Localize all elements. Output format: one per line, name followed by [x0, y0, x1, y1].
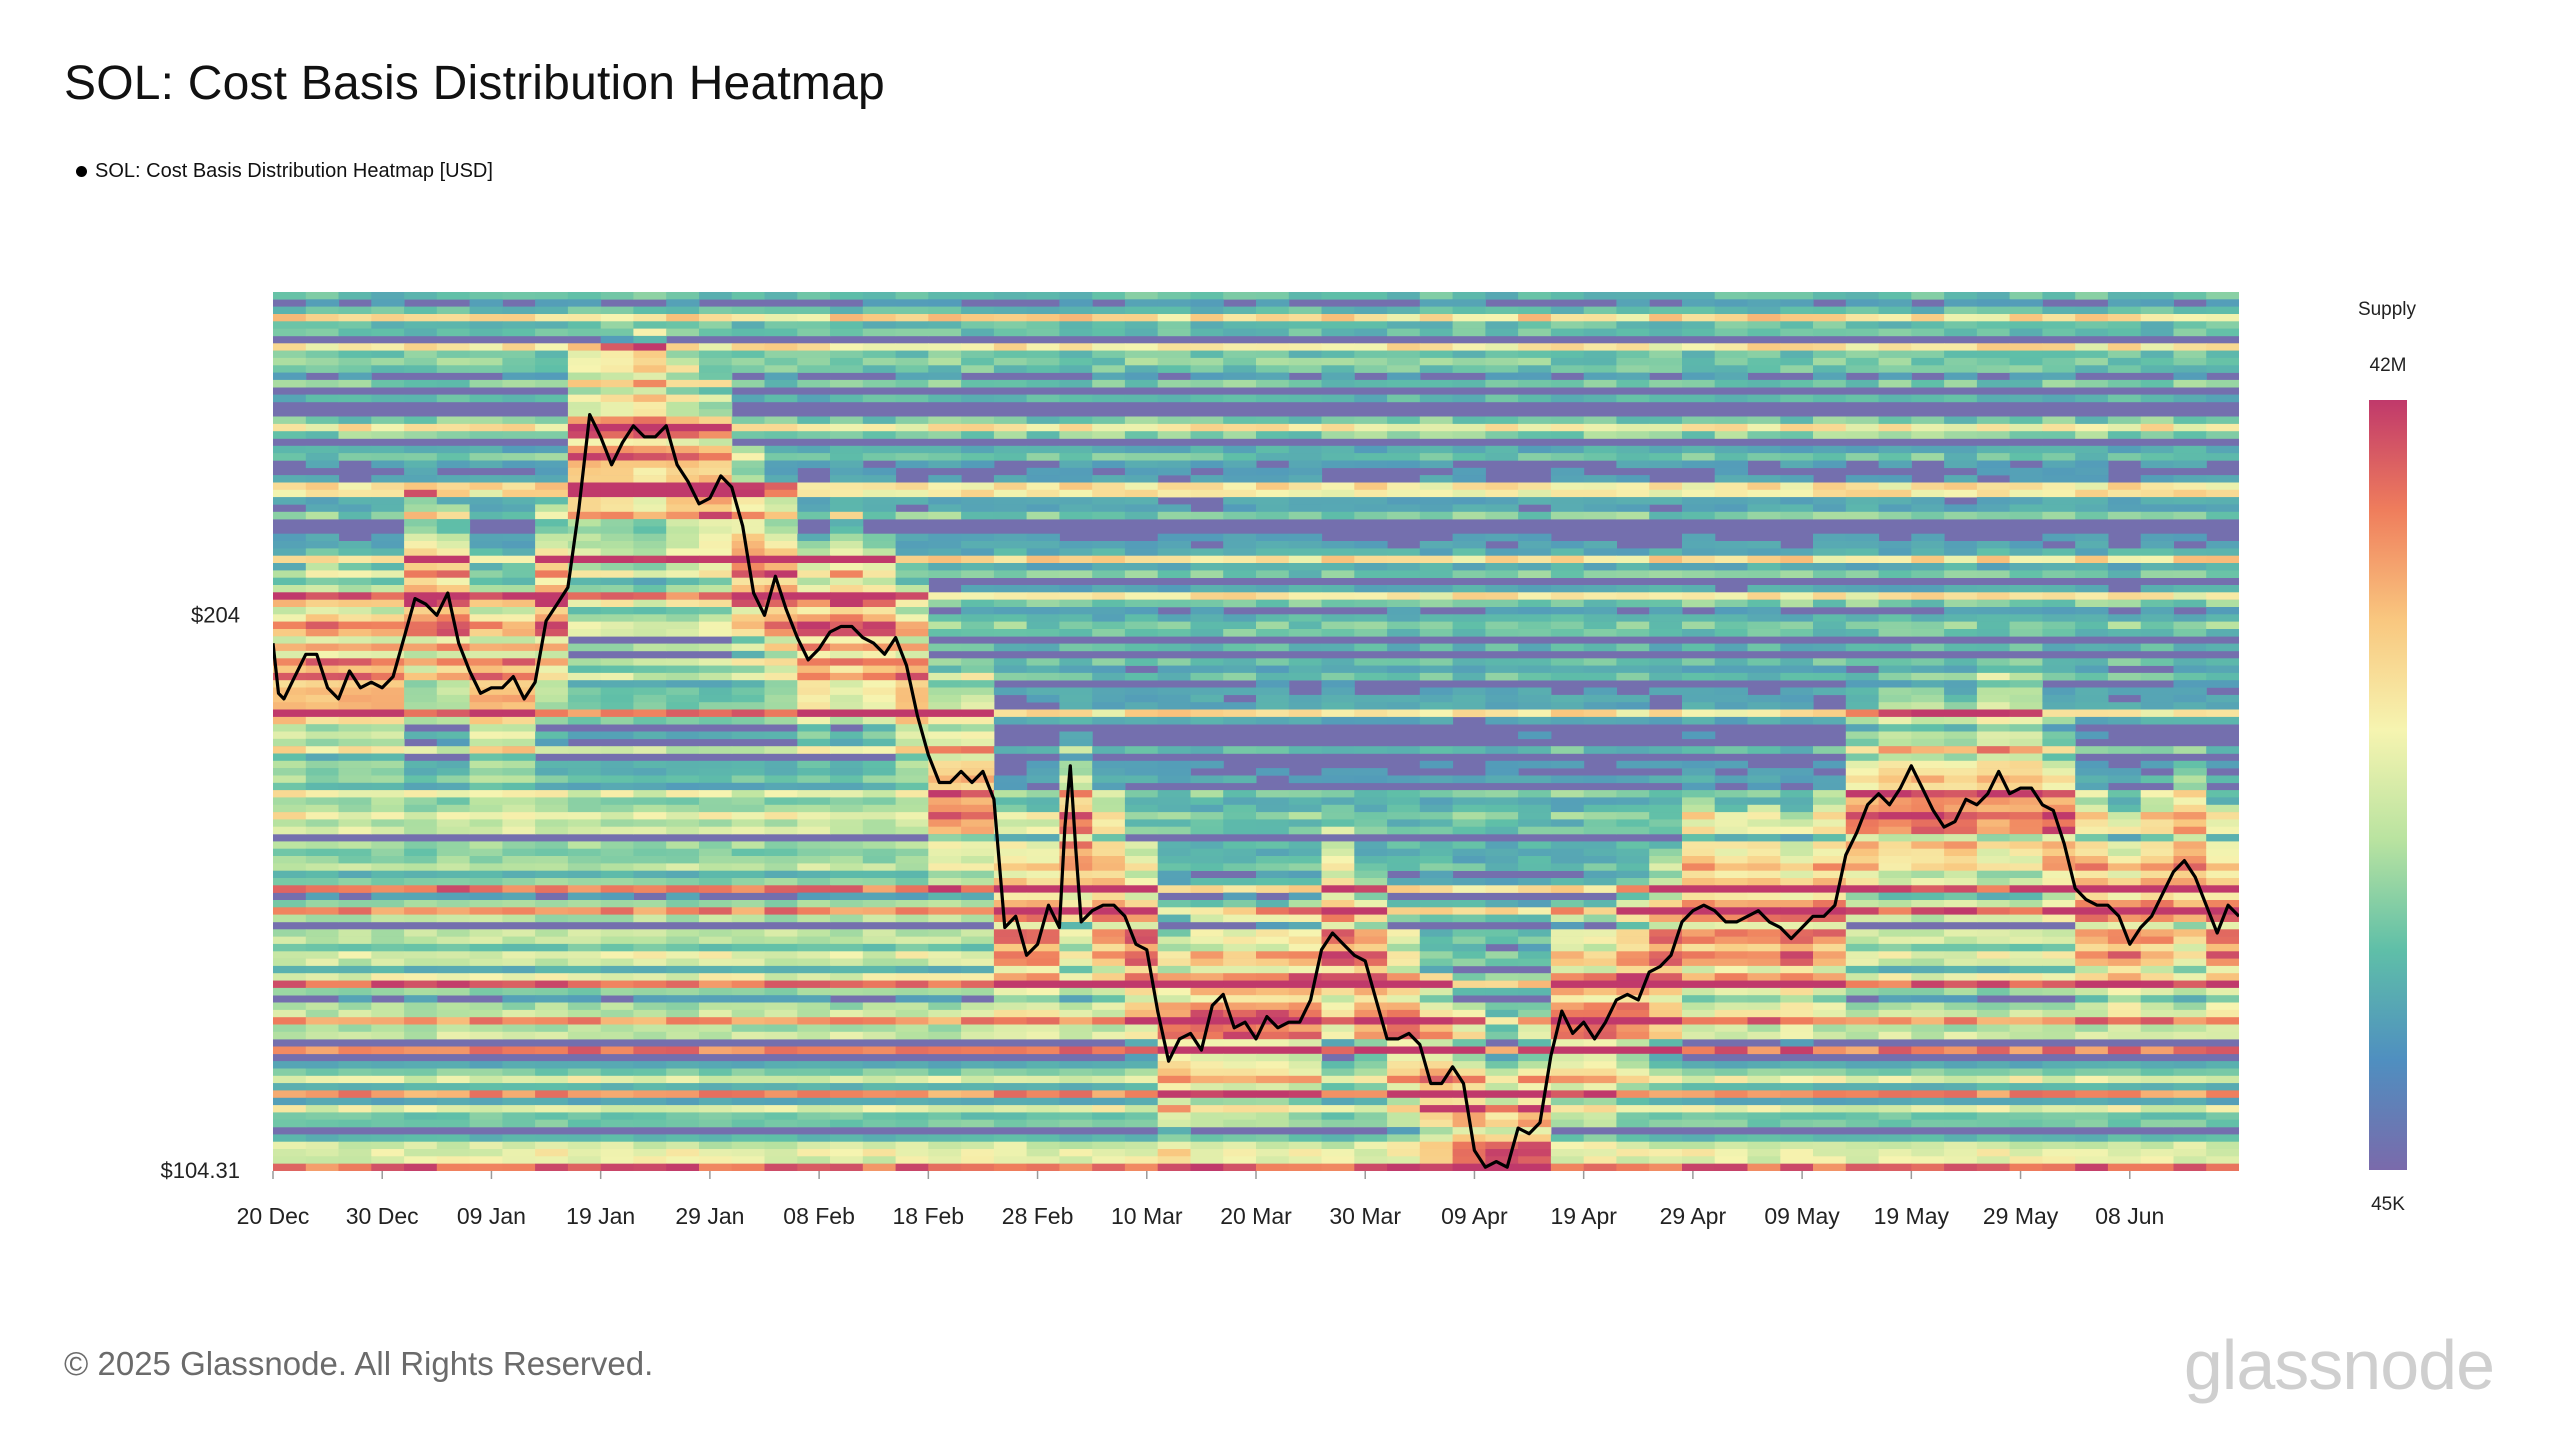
colorbar: Supply 42M 45K [2358, 299, 2417, 1215]
legend-label: SOL: Cost Basis Distribution Heatmap [US… [95, 160, 493, 182]
x-tick-label: 20 Dec [237, 1203, 310, 1229]
x-tick-label: 09 Apr [1441, 1203, 1508, 1229]
x-tick-label: 19 Apr [1550, 1203, 1617, 1229]
x-tick-label: 09 Jan [457, 1203, 526, 1229]
colorbar-title: Supply [2358, 299, 2417, 320]
x-tick-label: 30 Mar [1329, 1203, 1401, 1229]
y-axis: $204 $104.31 [160, 602, 240, 1183]
x-tick-label: 29 Apr [1660, 1203, 1727, 1229]
legend[interactable]: SOL: Cost Basis Distribution Heatmap [US… [76, 160, 493, 183]
x-axis: 20 Dec 30 Dec 09 Jan 19 Jan 29 Jan 08 Feb 18 F… [237, 1171, 2164, 1229]
x-tick-label: 20 Mar [1220, 1203, 1292, 1229]
x-tick-label: 19 May [1874, 1203, 1950, 1229]
colorbar-min-label: 45K [2371, 1194, 2405, 1215]
legend-dot-icon [76, 166, 87, 177]
price-line-layer [273, 413, 2239, 1169]
x-tick-label: 08 Feb [783, 1203, 855, 1229]
price-line [273, 413, 2239, 1169]
x-tick-label: 19 Jan [566, 1203, 635, 1229]
copyright-footer: © 2025 Glassnode. All Rights Reserved. [64, 1345, 654, 1382]
colorbar-gradient [2369, 400, 2407, 1170]
x-tick-label: 29 Jan [675, 1203, 744, 1229]
x-tick-label: 10 Mar [1111, 1203, 1183, 1229]
x-tick-label: 18 Feb [892, 1203, 964, 1229]
colorbar-max-label: 42M [2370, 355, 2407, 376]
x-tick-label: 30 Dec [346, 1203, 419, 1229]
y-tick-label: $104.31 [160, 1158, 240, 1183]
chart-title: SOL: Cost Basis Distribution Heatmap [64, 57, 885, 110]
x-tick-label: 08 Jun [2095, 1203, 2164, 1229]
x-tick-label: 28 Feb [1002, 1203, 1074, 1229]
x-tick-label: 09 May [1764, 1203, 1840, 1229]
y-tick-label: $204 [191, 602, 240, 627]
x-tick-label: 29 May [1983, 1203, 2059, 1229]
glassnode-logo: glassnode [2183, 1326, 2495, 1404]
